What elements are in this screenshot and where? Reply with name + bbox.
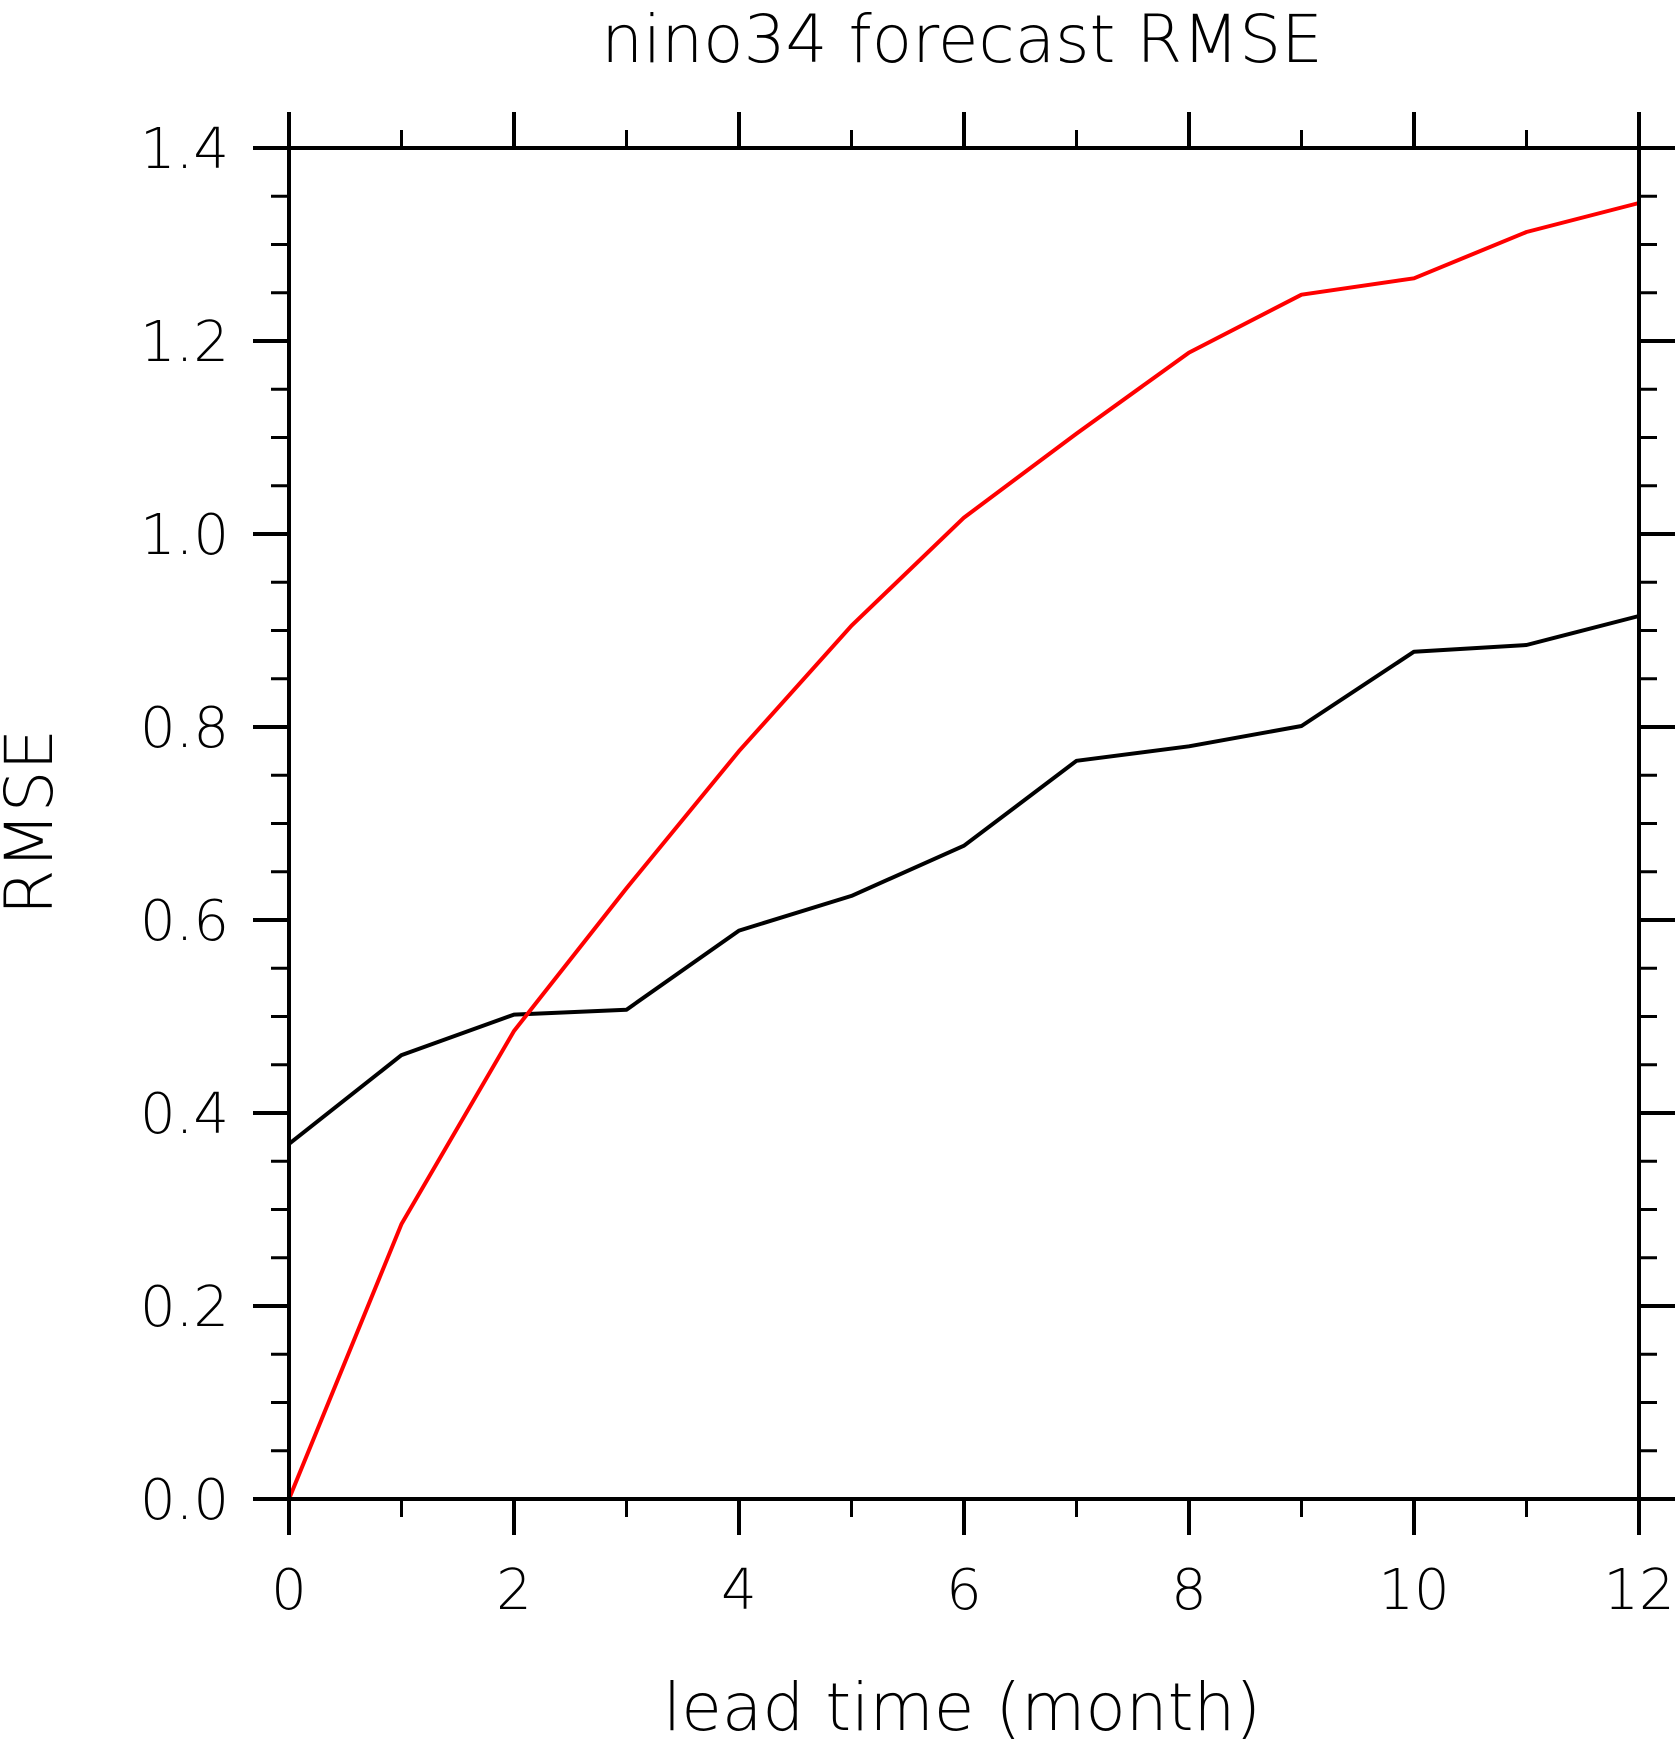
series-line-2	[287, 201, 1640, 1500]
series-line-1	[287, 614, 1640, 1146]
x-tick-label: 6	[946, 1558, 982, 1623]
y-tick-label: 0.4	[140, 1082, 229, 1147]
axis-ticks	[253, 112, 1675, 1535]
y-tick-label: 0.2	[140, 1275, 229, 1340]
y-tick-label: 0.8	[140, 696, 229, 761]
series-lines	[287, 201, 1640, 1500]
y-tick-label: 1.2	[140, 310, 229, 375]
x-tick-label: 10	[1378, 1558, 1449, 1623]
axis-tick-labels: 0 2 4 6 8 10 12 0.0 0.2 0.4 0.6 0.8 1.0 1.2 1.4	[140, 117, 1675, 1623]
y-tick-label: 1.0	[140, 503, 229, 568]
y-tick-label: 1.4	[140, 117, 229, 182]
y-axis-label: RMSE	[0, 729, 68, 915]
y-tick-label: 0.6	[140, 889, 229, 954]
x-tick-label: 8	[1171, 1558, 1207, 1623]
x-tick-label: 0	[271, 1558, 307, 1623]
y-tick-label: 0.0	[140, 1468, 229, 1533]
x-axis-label: lead time (month)	[663, 1669, 1261, 1746]
x-tick-label: 4	[721, 1558, 757, 1623]
chart-title: nino34 forecast RMSE	[601, 1, 1323, 78]
x-tick-label: 12	[1603, 1558, 1674, 1623]
x-tick-label: 2	[496, 1558, 532, 1623]
plot-frame	[287, 146, 1641, 1501]
